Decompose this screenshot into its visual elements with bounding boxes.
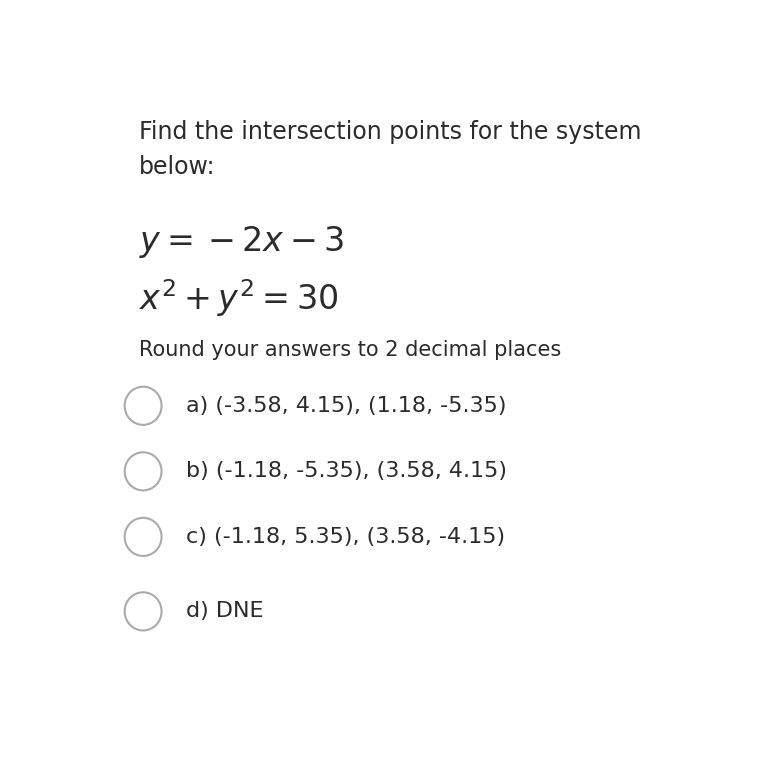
Text: b) (-1.18, -5.35), (3.58, 4.15): b) (-1.18, -5.35), (3.58, 4.15) xyxy=(186,461,507,481)
Text: Round your answers to 2 decimal places: Round your answers to 2 decimal places xyxy=(139,341,561,360)
Text: Find the intersection points for the system
below:: Find the intersection points for the sys… xyxy=(139,120,641,179)
Text: a) (-3.58, 4.15), (1.18, -5.35): a) (-3.58, 4.15), (1.18, -5.35) xyxy=(186,396,506,416)
Text: $x^2 + y^2 = 30$: $x^2 + y^2 = 30$ xyxy=(139,278,339,320)
Text: $y = -2x - 3$: $y = -2x - 3$ xyxy=(139,224,344,260)
Text: d) DNE: d) DNE xyxy=(186,601,263,622)
Text: c) (-1.18, 5.35), (3.58, -4.15): c) (-1.18, 5.35), (3.58, -4.15) xyxy=(186,527,505,547)
